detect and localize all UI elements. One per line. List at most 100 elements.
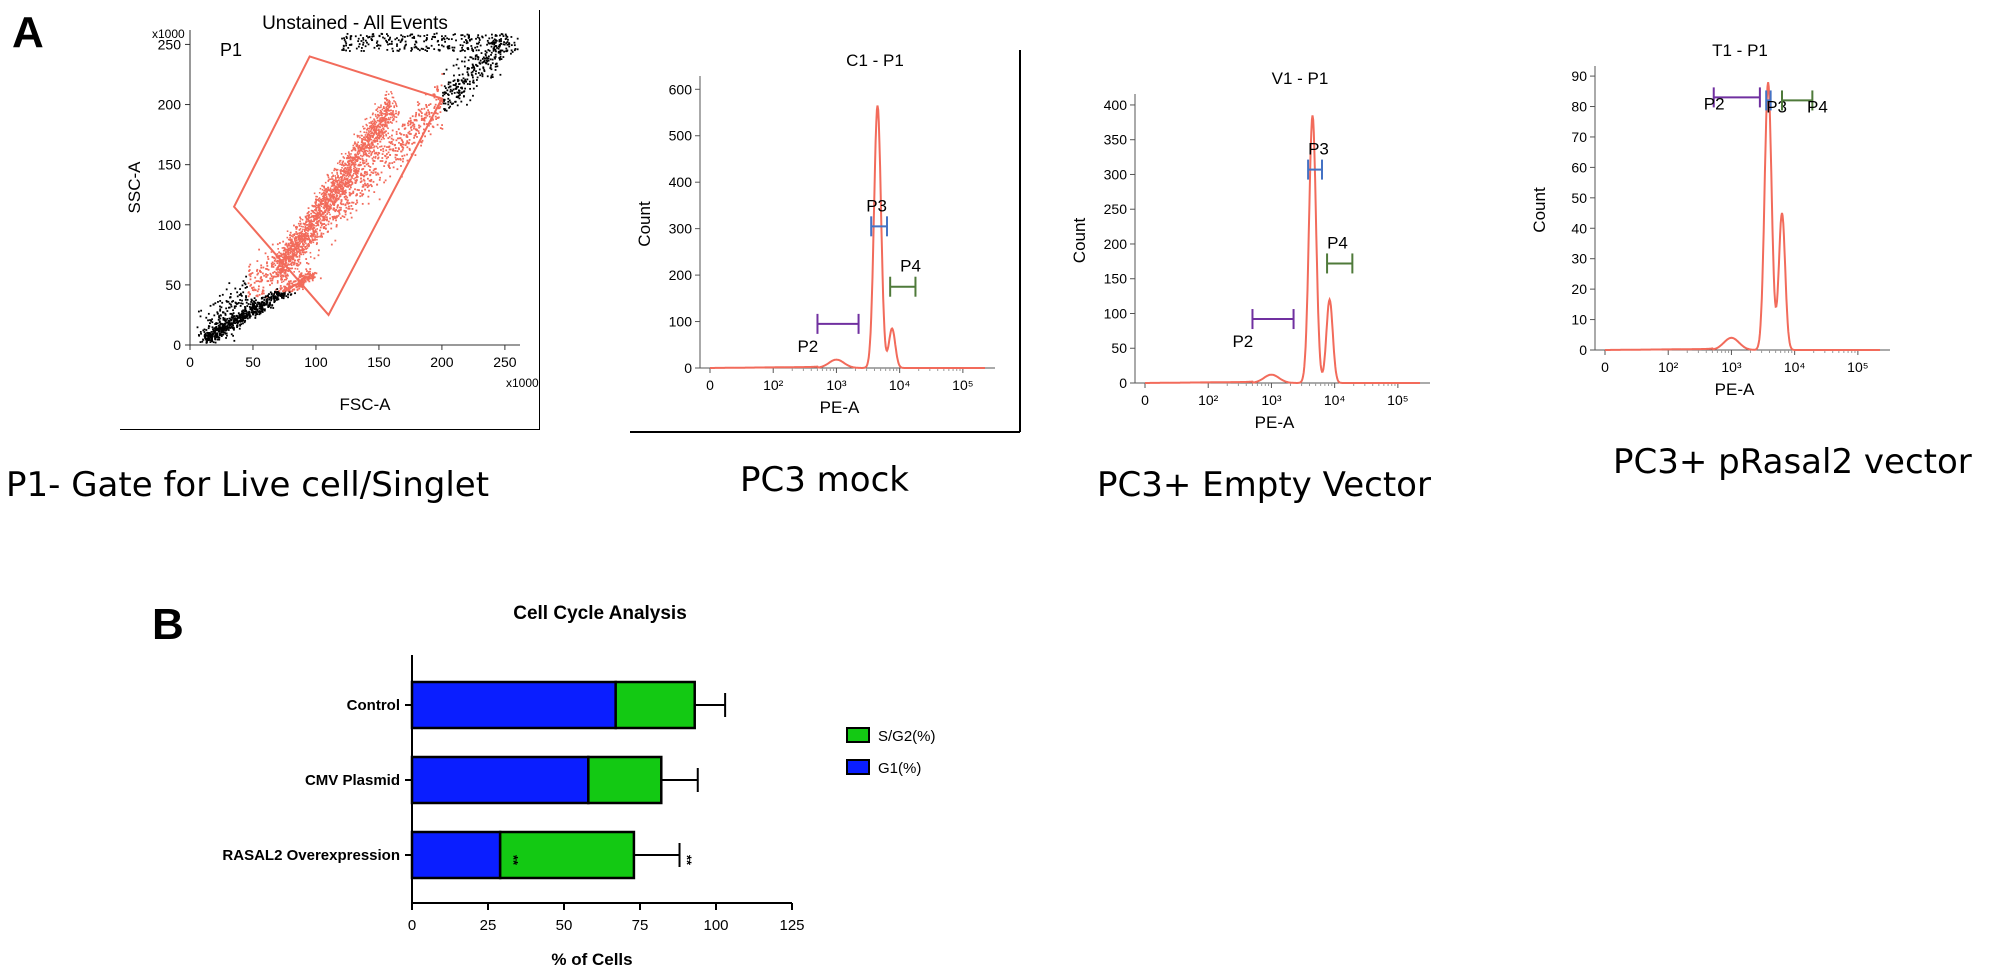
scatter-dot-gated [295, 262, 298, 265]
scatter-dot [454, 84, 457, 87]
scatter-dot [248, 310, 250, 313]
scatter-dot-gated [349, 157, 352, 159]
scatter-dot-gated [304, 234, 307, 237]
scatter-dot [245, 275, 248, 278]
scatter-dot-gated [335, 224, 338, 226]
scatter-dot-gated [380, 119, 382, 121]
scatter-dot-gated [328, 178, 331, 181]
scatter-dot-gated [356, 176, 359, 178]
scatter-dot-gated [352, 190, 355, 193]
scatter-dot-gated [423, 119, 426, 122]
scatter-dot [375, 42, 378, 44]
scatter-dot-gated [353, 165, 356, 168]
scatter-dot-gated [366, 136, 369, 139]
scatter-dot [471, 47, 473, 50]
scatter-dot-gated [271, 279, 274, 282]
histogram-gate-p3: P3 [1307, 140, 1329, 180]
scatter-dot [452, 33, 455, 36]
scatter-dot [423, 40, 426, 43]
histogram-x-tick-label: 0 [1601, 359, 1609, 375]
scatter-dot [228, 317, 231, 320]
scatter-dot-gated [334, 200, 337, 203]
scatter-dot [479, 74, 482, 77]
scatter-dot [428, 47, 430, 50]
scatter-dot-gated [372, 156, 375, 158]
scatter-dot-gated [394, 112, 397, 115]
scatter-dot [216, 338, 219, 341]
scatter-dot-gated [288, 290, 290, 293]
scatter-dot [494, 34, 497, 36]
scatter-dot-gated [290, 262, 293, 264]
scatter-dot-gated [331, 183, 334, 185]
scatter-dot [444, 108, 447, 111]
scatter-dot-gated [307, 219, 310, 221]
scatter-dot [513, 44, 516, 47]
scatter-dot-gated [294, 280, 297, 283]
scatter-dot [214, 330, 217, 332]
scatter-dot [403, 47, 406, 50]
scatter-dot-gated [328, 189, 330, 192]
scatter-dot-gated [321, 188, 324, 191]
scatter-dot-gated [260, 264, 263, 267]
scatter-dot [270, 295, 273, 298]
scatter-dot-gated [325, 195, 328, 198]
scatter-dot-gated [303, 279, 305, 282]
scatter-dot-gated [339, 217, 342, 220]
scatter-dot-gated [253, 281, 256, 284]
scatter-dot [224, 314, 227, 316]
scatter-dot [239, 317, 242, 320]
scatter-dot-gated [390, 105, 392, 108]
scatter-dot-gated [386, 146, 388, 148]
scatter-dot [499, 44, 501, 47]
scatter-dot [250, 309, 253, 312]
scatter-dot [469, 99, 472, 102]
scatter-dot-gated [387, 108, 390, 111]
scatter-dot [493, 38, 496, 41]
scatter-dot-gated [324, 192, 327, 194]
scatter-dot-gated [378, 137, 381, 140]
scatter-dot [230, 303, 232, 306]
scatter-dot [239, 288, 241, 290]
scatter-dot-gated [327, 187, 329, 189]
scatter-dot [357, 37, 360, 40]
scatter-dot-gated [303, 240, 306, 243]
scatter-dot-gated [335, 194, 338, 196]
scatter-dot-gated [339, 185, 342, 188]
scatter-dot-gated [287, 274, 289, 277]
scatter-dot [493, 45, 496, 48]
scatter-dot-gated [269, 272, 272, 275]
scatter-dot-gated [312, 214, 315, 217]
scatter-dot [443, 109, 446, 112]
scatter-dot-gated [287, 288, 290, 291]
scatter-dot [211, 318, 213, 321]
bar-x-label: % of Cells [551, 950, 632, 969]
scatter-dot-gated [351, 181, 354, 184]
scatter-dot-gated [329, 208, 331, 210]
scatter-dot [426, 50, 428, 52]
scatter-dot [259, 305, 261, 308]
scatter-dot-gated [359, 130, 362, 133]
scatter-dot [219, 300, 222, 302]
scatter-dot-gated [354, 161, 357, 164]
scatter-dot-gated [392, 110, 394, 113]
scatter-dot-gated [368, 147, 370, 149]
scatter-dot-gated [278, 290, 281, 292]
scatter-dot-gated [335, 215, 338, 217]
scatter-dot-gated [354, 155, 356, 158]
scatter-dot [252, 307, 255, 310]
scatter-dot [218, 315, 220, 317]
scatter-dot-gated [373, 128, 376, 131]
scatter-dot-gated [375, 127, 378, 129]
scatter-dot [206, 331, 209, 334]
scatter-dot-gated [294, 237, 297, 239]
scatter-dot-gated [317, 214, 320, 217]
scatter-dot [287, 293, 289, 296]
scatter-dot [226, 318, 229, 320]
scatter-dot-gated [355, 209, 358, 212]
scatter-dot-gated [365, 149, 368, 152]
scatter-dot-gated [286, 245, 289, 248]
scatter-dot-gated [292, 242, 294, 245]
histogram-x-tick-label: 10⁴ [1784, 359, 1806, 375]
scatter-dot [414, 45, 417, 48]
scatter-dot-gated [388, 145, 391, 148]
